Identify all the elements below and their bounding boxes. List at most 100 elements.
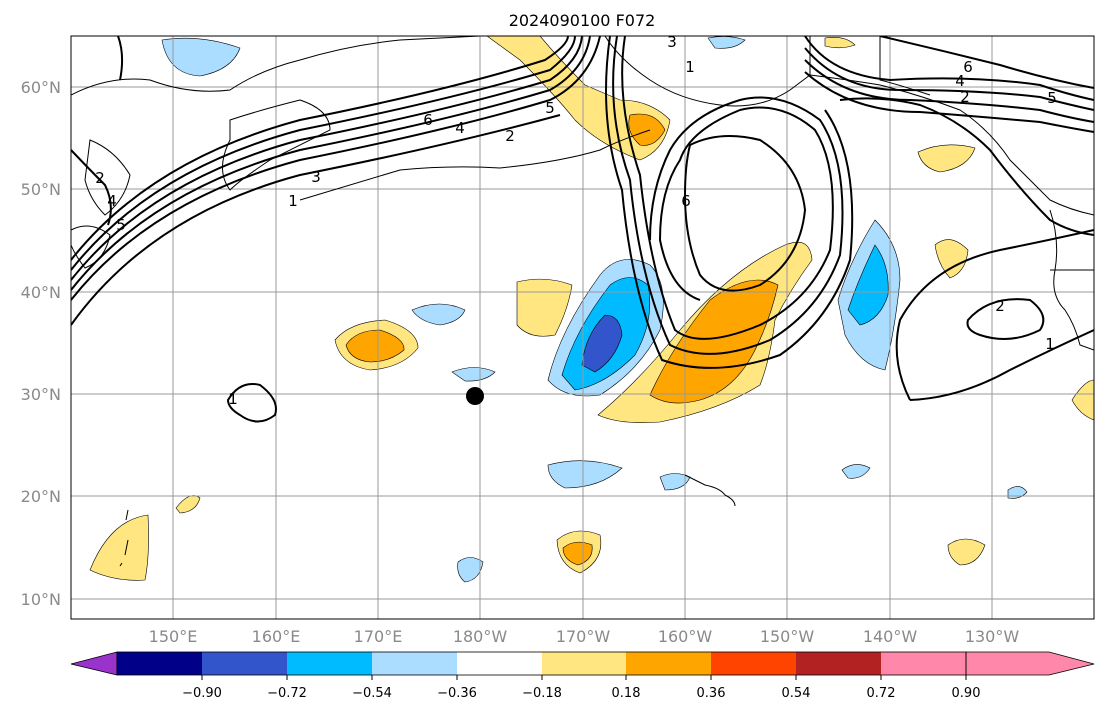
center-marker: [466, 387, 484, 405]
colorbar-tick-label: 0.36: [697, 686, 726, 701]
contour-line: [804, 59, 1094, 123]
shade-positive-core: [345, 329, 405, 363]
shading-layer: [89, 36, 1094, 583]
colorbar-tick-label: −0.72: [267, 686, 307, 701]
contour-label: 2: [95, 169, 105, 187]
colorbar-tick-label: 0.18: [612, 686, 641, 701]
lon-label: 130°W: [965, 627, 1020, 646]
latitude-axis: 60°N 50°N 40°N 30°N 20°N 10°N: [21, 78, 61, 609]
contour-label: 5: [545, 99, 555, 117]
shade-positive-region: [947, 538, 986, 566]
shade-negative-deep: [581, 314, 623, 373]
coastline-kamchatka: [222, 99, 331, 191]
contour-label: 1: [228, 390, 238, 408]
shade-positive-region: [917, 144, 976, 173]
figure-title: 2024090100 F072: [509, 11, 656, 30]
coastline-hawaii: [684, 474, 736, 507]
contour-line: [605, 36, 854, 369]
colorbar-segment: [711, 652, 796, 675]
contour-line: [839, 97, 1094, 236]
contour-line: [71, 36, 591, 291]
contour-line: [71, 149, 112, 226]
coastline-mariana: [119, 509, 129, 567]
contour-line: [612, 36, 844, 355]
shade-negative-region: [841, 464, 871, 479]
contour-line: [71, 36, 576, 271]
lon-label: 170°W: [556, 627, 611, 646]
colorbar-tick-label: 0.54: [782, 686, 811, 701]
contour-label: 5: [116, 216, 126, 234]
colorbar-tick-label: −0.54: [352, 686, 392, 701]
coastline-northwest-canada: [879, 36, 931, 96]
contour-label: 4: [955, 72, 965, 90]
colorbar-segment: [796, 652, 881, 675]
graticule: [71, 36, 1094, 619]
contour-label: 2: [960, 88, 970, 106]
lon-label: 160°W: [658, 627, 713, 646]
contour-label: 1: [1045, 335, 1055, 353]
contour-label: 1: [685, 58, 695, 76]
contour-label: 4: [107, 192, 117, 210]
colorbar-tick-label: −0.90: [182, 686, 222, 701]
contour-line: [226, 383, 277, 423]
contour-label: 6: [963, 58, 973, 76]
contour-label: 6: [423, 111, 433, 129]
colorbar-tick-label: −0.18: [522, 686, 562, 701]
lon-label: 180°W: [453, 627, 508, 646]
contour-line: [683, 135, 807, 292]
coastline-alaska: [604, 36, 811, 107]
lon-label: 160°E: [252, 627, 301, 646]
contour-label: 6: [681, 192, 691, 210]
contour-line: [71, 36, 569, 261]
map-frame: 6 4 2 5 1 3 1 3 6 4 2 5 6 2 1 1 2 4 5: [71, 33, 1094, 619]
colorbar-tick-label: −0.36: [437, 686, 477, 701]
lon-label: 150°E: [149, 627, 198, 646]
lat-label: 30°N: [21, 385, 61, 404]
shade-positive-core: [628, 113, 666, 146]
shade-positive-region: [516, 278, 573, 337]
shade-positive-region: [175, 495, 201, 514]
lon-label: 170°E: [354, 627, 403, 646]
lat-label: 60°N: [21, 78, 61, 97]
coastline-asia: [71, 36, 481, 96]
shade-positive-region: [1071, 379, 1094, 421]
contour-line: [71, 36, 601, 301]
shade-positive-region: [824, 37, 856, 49]
colorbar-extend-low: [70, 651, 118, 676]
colorbar-segment: [881, 652, 966, 675]
contour-label: 4: [455, 119, 465, 137]
shade-positive-region: [89, 514, 149, 581]
lon-label: 140°W: [863, 627, 918, 646]
colorbar-segment: [626, 652, 711, 675]
colorbar-segment: [287, 652, 372, 675]
coastline-aleutians: [299, 129, 651, 201]
coastline-sea-of-okhotsk: [84, 139, 131, 216]
contour-label: 2: [995, 297, 1005, 315]
lon-label: 150°W: [760, 627, 815, 646]
contour-label: 3: [311, 168, 321, 186]
shade-negative-region: [411, 303, 466, 326]
contour-line: [117, 36, 124, 81]
colorbar-segment: [372, 652, 457, 675]
shade-negative-region: [1007, 486, 1028, 499]
colorbar-ticks: [201, 675, 967, 680]
contour-line: [966, 298, 1045, 340]
coastline-alaska-gulf: [809, 74, 1094, 216]
contour-lines: [71, 36, 1094, 423]
shade-positive-core: [649, 279, 779, 404]
shade-negative-region: [707, 36, 746, 49]
colorbar: −0.90 −0.72 −0.54 −0.36 −0.18 0.18 0.36 …: [70, 651, 1095, 701]
contour-label: 2: [505, 127, 515, 145]
lat-label: 20°N: [21, 487, 61, 506]
map-border: [70, 35, 1095, 620]
shade-positive-region: [486, 36, 671, 161]
contour-label: 3: [667, 33, 677, 51]
contour-label: 5: [1047, 89, 1057, 107]
colorbar-segment: [202, 652, 287, 675]
contour-line: [909, 329, 1094, 401]
coastlines: [71, 36, 1094, 567]
colorbar-extend-high: [965, 651, 1095, 676]
contour-line: [879, 36, 1094, 89]
lat-label: 40°N: [21, 283, 61, 302]
